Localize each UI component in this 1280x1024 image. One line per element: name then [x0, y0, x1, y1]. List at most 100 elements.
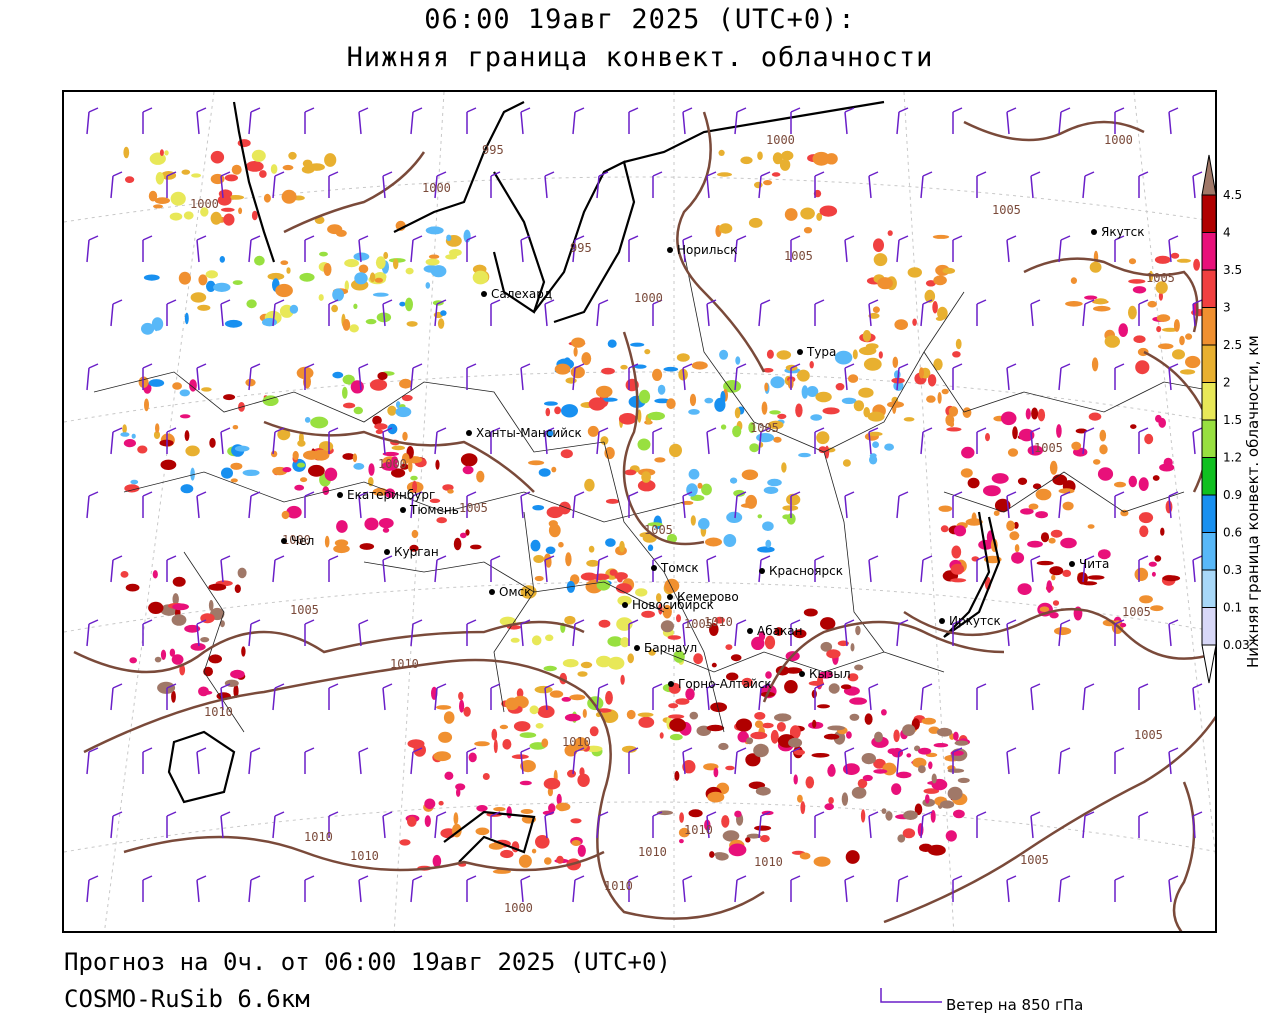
- cloud-cell: [365, 318, 377, 325]
- wind-barb: [1192, 171, 1203, 199]
- cloud-cell: [267, 272, 285, 281]
- cloud-cell: [1011, 552, 1025, 564]
- cloud-cell: [342, 453, 355, 460]
- colorbar-swatch: [1201, 194, 1217, 233]
- wind-barb: [434, 299, 447, 327]
- wind-barb: [166, 555, 177, 582]
- region-borders: [93, 251, 1215, 733]
- cloud-cell: [209, 437, 216, 448]
- wind-barb: [896, 747, 909, 775]
- cloud-cell: [818, 671, 833, 679]
- cloud-cell: [1155, 414, 1162, 423]
- cloud-cell: [688, 409, 700, 415]
- cloud-cell: [659, 732, 664, 739]
- cloud-cell: [213, 282, 231, 292]
- wind-barb: [1138, 683, 1149, 710]
- wind-barb: [1168, 491, 1179, 519]
- cloud-cell: [1087, 575, 1105, 580]
- cloud-cell: [562, 659, 579, 668]
- city-dot: [1091, 229, 1097, 235]
- cloud-cell: [201, 387, 212, 392]
- cloud-cell: [203, 666, 214, 677]
- cloud-cell: [425, 258, 440, 266]
- wind-barb: [1006, 363, 1017, 391]
- wind-barb: [1192, 555, 1203, 583]
- wind-barb: [734, 107, 747, 135]
- cloud-cell: [410, 475, 418, 481]
- wind-barb: [410, 235, 423, 263]
- cloud-cell: [565, 552, 572, 567]
- cloud-cell: [433, 751, 452, 762]
- wind-barb: [272, 811, 285, 839]
- cloud-cell: [615, 583, 632, 594]
- wind-barb: [1058, 235, 1071, 263]
- cloud-cell: [873, 238, 884, 252]
- cloud-cell: [862, 774, 873, 782]
- cloud-cell: [1133, 335, 1146, 343]
- cloud-cell: [725, 765, 735, 771]
- wind-barb: [596, 555, 609, 583]
- city-dot: [634, 645, 640, 651]
- cloud-cell: [1179, 335, 1185, 346]
- cloud-cell: [644, 349, 651, 355]
- cloud-cell: [754, 825, 772, 831]
- cloud-cell: [1154, 255, 1171, 264]
- cloud-cell: [304, 417, 311, 423]
- cloud-cell: [241, 646, 246, 657]
- cloud-cell: [190, 467, 195, 481]
- cloud-cell: [159, 149, 164, 156]
- wind-barb: [758, 683, 771, 711]
- cloud-cell: [393, 258, 399, 270]
- cloud-cell: [184, 624, 201, 633]
- wind-barb: [304, 747, 315, 774]
- wind-barb: [1058, 107, 1071, 135]
- cloud-cell: [897, 834, 906, 843]
- cloud-cell: [353, 406, 363, 415]
- cloud-cell: [638, 716, 655, 728]
- cloud-cell: [953, 809, 965, 819]
- wind-barb: [596, 171, 609, 199]
- cloud-cell: [1048, 537, 1056, 544]
- cloud-cell: [601, 397, 618, 402]
- cloud-cell: [605, 538, 616, 547]
- cloud-cell: [709, 623, 719, 636]
- wind-barb: [628, 107, 639, 134]
- cloud-cell: [892, 356, 899, 368]
- cloud-cell: [254, 255, 265, 266]
- cloud-cell: [894, 370, 901, 379]
- cloud-cell: [588, 545, 595, 553]
- cloud-cell: [476, 470, 485, 483]
- cloud-cell: [786, 493, 801, 506]
- map-panel[interactable]: 995 1000 1000 995 1000 1005 1000 1005 1000 1005 10…: [62, 90, 1217, 933]
- wind-barb: [1030, 555, 1041, 583]
- cloud-cell: [928, 761, 933, 770]
- cloud-cell: [1158, 291, 1163, 301]
- wind-barb: [110, 427, 123, 455]
- wind-barb: [682, 619, 693, 647]
- city-label: Барнаул: [644, 641, 697, 655]
- cloud-cell: [141, 322, 155, 335]
- cloud-cell: [620, 637, 630, 648]
- cloud-cell: [668, 714, 685, 719]
- cloud-cell: [154, 656, 162, 663]
- colorbar-swatch: [1201, 607, 1217, 646]
- wind-barb: [628, 747, 639, 774]
- cloud-cell: [689, 393, 697, 407]
- cloud-cell: [706, 724, 725, 732]
- cloud-cell: [753, 743, 769, 758]
- cloud-cell: [1007, 448, 1019, 457]
- cloud-cell: [950, 578, 967, 583]
- cloud-cell: [169, 212, 183, 221]
- wind-barb: [1006, 619, 1017, 647]
- cloud-cell: [369, 379, 388, 391]
- wind-barb: [86, 363, 99, 391]
- cloud-cell: [609, 569, 618, 576]
- cloud-cell: [342, 374, 355, 385]
- cloud-cell: [391, 445, 405, 451]
- cloud-cell: [808, 680, 825, 686]
- cloud-cell: [933, 743, 949, 748]
- wind-barb: [920, 555, 933, 583]
- wind-barb: [466, 875, 477, 902]
- cloud-cell: [230, 669, 245, 679]
- colorbar-tick-label: 1.5: [1223, 413, 1242, 427]
